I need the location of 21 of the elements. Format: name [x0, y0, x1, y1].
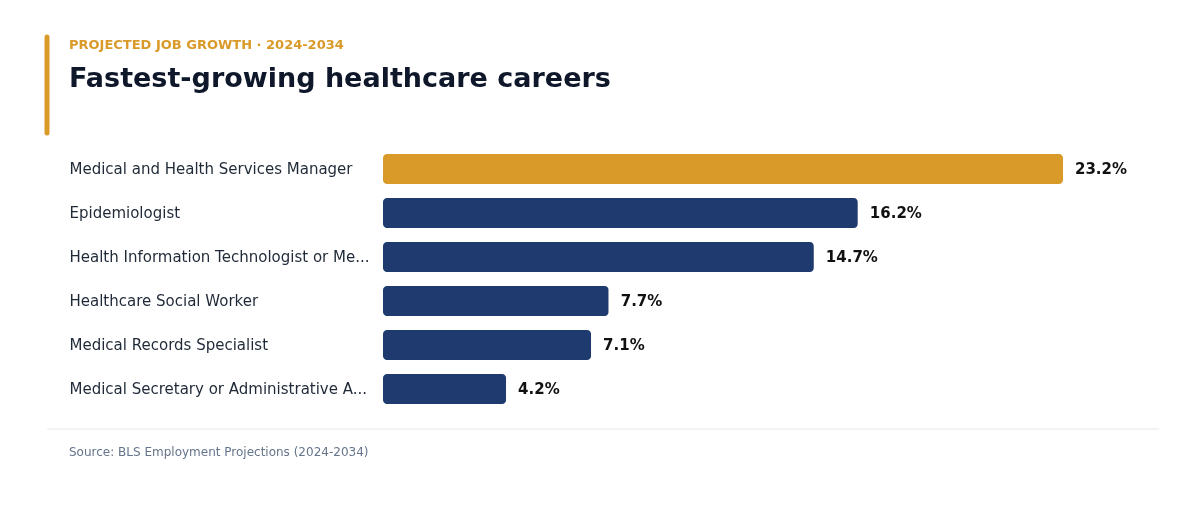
y-tick-label: Medical and Health Services Manager — [69, 160, 354, 178]
y-tick-label: Health Information Technologist or Me... — [69, 248, 370, 266]
chart-title: Fastest-growing healthcare careers — [69, 62, 611, 93]
data-label: 23.2% — [1075, 160, 1128, 178]
bar — [383, 286, 609, 316]
y-tick-label: Epidemiologist — [69, 204, 181, 222]
bar — [383, 242, 814, 272]
text: PROJECTED JOB GROWTH · 2024-2034 — [69, 37, 344, 52]
y-tick-label: Medical Secretary or Administrative A... — [69, 380, 368, 398]
y-tick-label: Healthcare Social Worker — [69, 292, 259, 310]
data-label: 16.2% — [869, 204, 922, 222]
y-tick-label: Medical Records Specialist — [69, 336, 269, 354]
data-label: 7.1% — [603, 336, 645, 354]
source-note: Source: BLS Employment Projections (2024-2034) — [69, 445, 369, 459]
data-label: 4.2% — [518, 380, 560, 398]
bar — [383, 154, 1063, 184]
bar — [383, 374, 507, 404]
data-label: 7.7% — [620, 292, 663, 310]
data-label: 14.7% — [825, 248, 878, 266]
bar — [383, 198, 858, 228]
bar — [383, 330, 592, 360]
